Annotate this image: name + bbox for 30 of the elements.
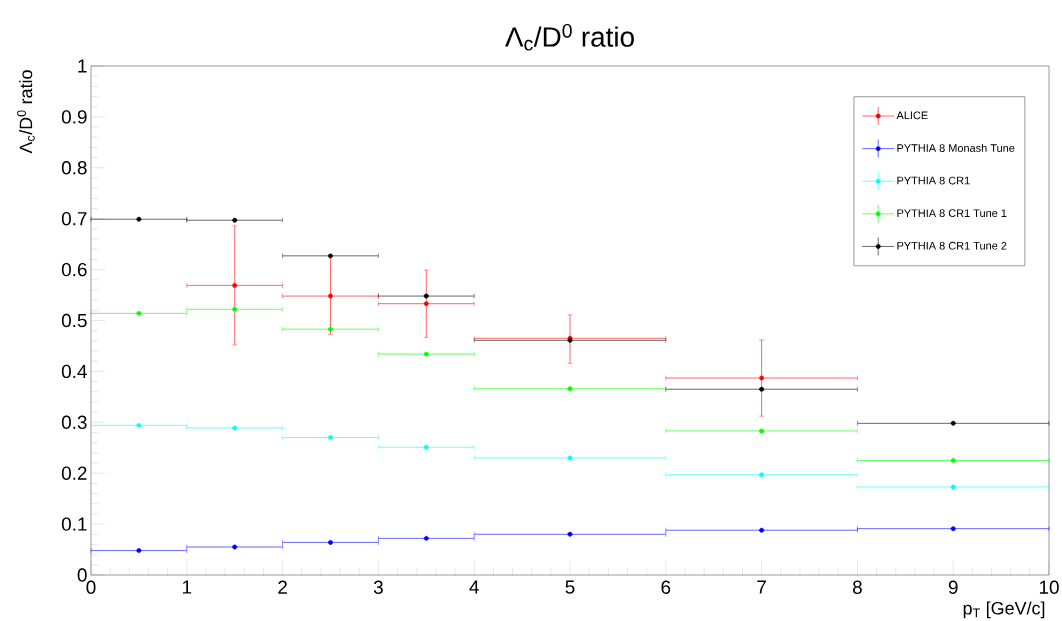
y-tick-label: 0.7 [61, 211, 87, 226]
x-axis-title: p$_{T}$ [GeV/c] [963, 601, 1045, 619]
x-tick-label: 7 [757, 580, 766, 594]
chart-title: Λ$_{c}$/D$^{0}$ ratio [505, 23, 634, 51]
y-tick-label: 0.4 [61, 364, 87, 379]
y-tick-label: 0.8 [61, 161, 87, 175]
x-tick-label: 2 [278, 580, 287, 594]
x-tick-label: 1 [182, 580, 192, 594]
y-tick-label: 0.1 [61, 517, 87, 531]
x-tick-label: 10 [1039, 580, 1059, 594]
legend-label: ALICE [896, 111, 928, 120]
x-tick-label: 6 [661, 580, 671, 594]
legend-label: PYTHIA 8 CR1 Tune 1 [897, 209, 1007, 218]
y-tick-label: 0.2 [61, 466, 87, 480]
legend-label: PYTHIA 8 CR1 Tune 2 [897, 241, 1007, 250]
x-tick-label: 3 [373, 580, 383, 594]
x-tick-label: 5 [565, 580, 575, 594]
y-tick-label: 0.5 [61, 313, 87, 328]
y-tick-label: 1 [78, 59, 87, 73]
y-tick-label: 0 [77, 568, 87, 582]
y-tick-label: 0.9 [61, 110, 87, 124]
x-tick-label: 0 [86, 580, 96, 594]
x-tick-label: 8 [852, 580, 862, 594]
x-tick-label: 9 [948, 580, 958, 594]
legend-label: PYTHIA 8 CR1 [897, 176, 970, 185]
y-axis-title: Λ$_{c}$/D$^{0}$ ratio [17, 70, 35, 154]
y-tick-label: 0.6 [61, 262, 87, 277]
y-tick-label: 0.3 [61, 415, 87, 429]
x-tick-label: 4 [469, 580, 479, 594]
legend-label: PYTHIA 8 Monash Tune [897, 143, 1015, 152]
